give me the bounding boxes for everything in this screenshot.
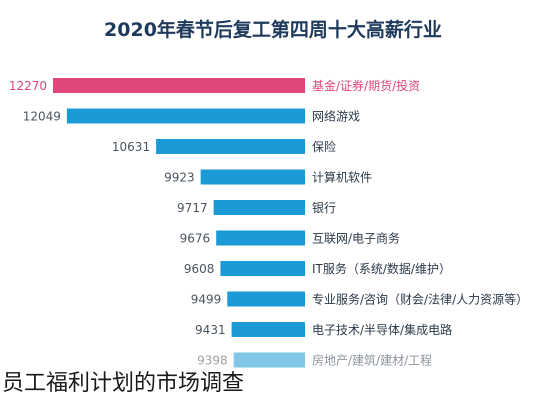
category-label-5: 银行 bbox=[312, 201, 336, 215]
category-label-3: 保险 bbox=[312, 139, 336, 154]
category-label-8: 专业服务/咨询（财会/法律/人力资源等） bbox=[312, 292, 528, 307]
bar-value-label-8: 9499 bbox=[191, 293, 222, 307]
bar-value-label-6: 9676 bbox=[180, 232, 211, 246]
bar-value-label-3: 10631 bbox=[112, 140, 150, 154]
bar-2 bbox=[66, 108, 305, 124]
category-label-4: 计算机软件 bbox=[312, 170, 372, 185]
bar-value-label-5: 9717 bbox=[177, 201, 208, 215]
bar-value-label-7: 9608 bbox=[184, 262, 215, 276]
category-label-6: 互联网/电子商务 bbox=[312, 231, 400, 246]
category-label-10: 房地产/建筑/建材/工程 bbox=[312, 353, 432, 368]
bar-value-label-9: 9431 bbox=[195, 323, 226, 337]
bar-value-label-2: 12049 bbox=[23, 110, 61, 124]
bar-6 bbox=[216, 230, 305, 246]
bar-10 bbox=[233, 352, 305, 368]
bar-5 bbox=[213, 200, 305, 215]
category-label-7: IT服务（系统/数据/维护） bbox=[312, 261, 451, 276]
category-label-9: 电子技术/半导体/集成电路 bbox=[312, 322, 452, 337]
chart-title: 2020年春节后复工第四周十大高薪行业 bbox=[104, 18, 442, 41]
bar-4 bbox=[200, 169, 305, 185]
bar-1 bbox=[53, 78, 305, 93]
bar-3 bbox=[156, 139, 305, 154]
bar-9 bbox=[231, 322, 305, 337]
bar-8 bbox=[227, 291, 305, 307]
category-label-1: 基金/证券/期货/投资 bbox=[312, 78, 420, 93]
category-label-2: 网络游戏 bbox=[312, 109, 360, 124]
bar-value-label-4: 9923 bbox=[164, 171, 195, 185]
caption-text: 员工福利计划的市场调查 bbox=[0, 368, 547, 400]
bar-value-label-1: 12270 bbox=[9, 79, 47, 93]
bar-value-label-10: 9398 bbox=[197, 354, 228, 368]
bar-7 bbox=[220, 261, 305, 276]
